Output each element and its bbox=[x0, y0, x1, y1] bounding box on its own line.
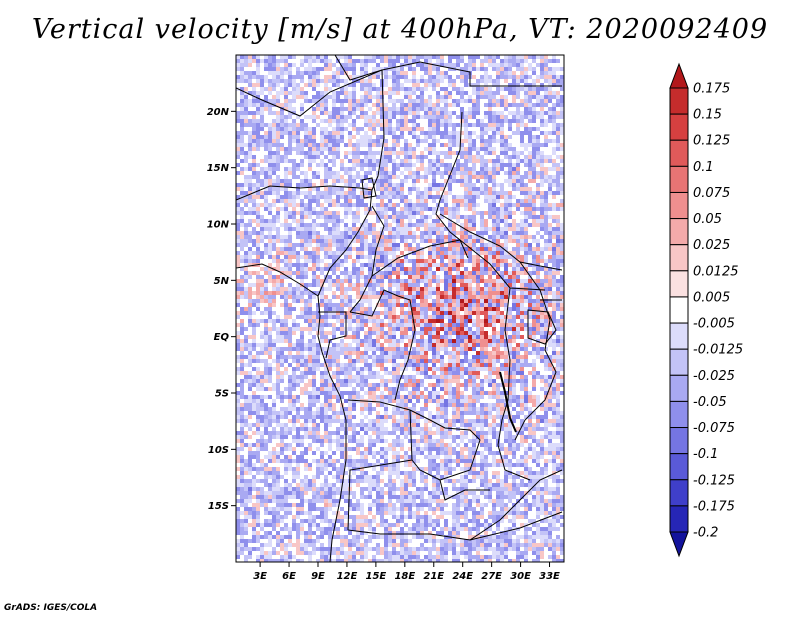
colorbar-segment bbox=[669, 400, 689, 429]
lon-label: 30E bbox=[510, 571, 531, 582]
colorbar-label: 0.15 bbox=[693, 108, 722, 123]
border-algeria-niger bbox=[236, 69, 383, 117]
colorbar-label: -0.05 bbox=[693, 395, 727, 410]
lake-tanganyika bbox=[499, 371, 517, 433]
border-niger-nigeria bbox=[236, 185, 373, 201]
lat-label: 15N bbox=[207, 163, 230, 174]
colorbar-segment bbox=[669, 165, 689, 193]
colorbar-label: -0.125 bbox=[693, 473, 735, 488]
lon-label: 6E bbox=[282, 571, 296, 582]
border-cameroon-car bbox=[349, 205, 385, 313]
border-chad-sudan bbox=[435, 111, 469, 259]
lat-label: 5S bbox=[215, 389, 229, 400]
colorbar-segment bbox=[669, 374, 689, 402]
lon-label: 33E bbox=[539, 571, 560, 582]
map-frame bbox=[235, 54, 565, 563]
colorbar-segment bbox=[669, 505, 689, 533]
colorbar-label: -0.025 bbox=[693, 369, 735, 384]
colorbar-label: -0.175 bbox=[693, 499, 735, 514]
lat-label: 5N bbox=[214, 276, 230, 287]
colorbar-label: 0.1 bbox=[693, 160, 714, 175]
colorbar-label: 0.005 bbox=[693, 290, 730, 305]
border-niger-chad bbox=[371, 69, 385, 191]
colorbar-segment bbox=[669, 113, 689, 141]
border-nigeria-cameroon bbox=[317, 189, 373, 297]
longitude-axis: 3E 6E 9E 12E 15E 18E 21E 24E 27E 30E 33E bbox=[253, 562, 560, 582]
colorbar-segment bbox=[669, 322, 689, 350]
border-drc-congo bbox=[349, 289, 416, 401]
lat-label: EQ bbox=[214, 332, 230, 343]
colorbar-top-arrow bbox=[669, 62, 689, 89]
lon-label: 21E bbox=[423, 571, 444, 582]
colorbar-bottom-arrow bbox=[669, 531, 689, 558]
lake-chad bbox=[361, 177, 377, 199]
grads-credit: GrADS: IGES/COLA bbox=[4, 603, 98, 613]
border-east-africa bbox=[514, 261, 562, 441]
colorbar-segment bbox=[669, 348, 689, 376]
coastline-west bbox=[236, 263, 347, 562]
lon-label: 24E bbox=[452, 571, 473, 582]
colorbar-label: 0.025 bbox=[693, 238, 730, 253]
plot-title: Vertical velocity [m/s] at 400hPa, VT: 2… bbox=[31, 14, 769, 45]
colorbar-segment bbox=[669, 427, 689, 455]
colorbar-segment bbox=[669, 479, 689, 507]
colorbar-label: 0.075 bbox=[693, 186, 730, 201]
colorbar-label: -0.005 bbox=[693, 317, 735, 332]
lon-label: 12E bbox=[337, 571, 358, 582]
velocity-field bbox=[236, 55, 564, 562]
lake-victoria bbox=[527, 309, 557, 345]
lat-label: 10S bbox=[208, 445, 229, 456]
border-drc-east bbox=[497, 287, 531, 481]
colorbar-segment bbox=[669, 191, 689, 220]
colorbar-segment bbox=[669, 244, 689, 272]
colorbar-label: -0.1 bbox=[693, 447, 718, 462]
colorbar-label: -0.2 bbox=[693, 526, 718, 541]
country-borders bbox=[236, 55, 563, 562]
border-angola-zambia bbox=[347, 409, 441, 531]
lon-label: 3E bbox=[253, 571, 267, 582]
colorbar-segment bbox=[669, 87, 689, 115]
lon-label: 15E bbox=[366, 571, 387, 582]
border-drc-angola bbox=[347, 399, 490, 501]
lat-label: 15S bbox=[208, 501, 229, 512]
colorbar: 0.175 0.15 0.125 0.1 0.075 0.05 0.025 0.0125 0.0… bbox=[669, 62, 743, 558]
lon-label: 18E bbox=[394, 571, 415, 582]
lat-label: 10N bbox=[207, 220, 230, 231]
colorbar-segment bbox=[669, 453, 689, 481]
border-sudan-south bbox=[439, 213, 563, 271]
border-zambia-zimbabwe bbox=[469, 469, 563, 541]
border-gabon bbox=[318, 311, 347, 359]
colorbar-segment bbox=[669, 296, 689, 324]
border-namibia bbox=[347, 511, 563, 541]
lat-label: 20N bbox=[207, 107, 230, 118]
colorbar-label: 0.05 bbox=[693, 212, 722, 227]
colorbar-label: 0.175 bbox=[693, 82, 730, 97]
colorbar-label: 0.125 bbox=[693, 134, 730, 149]
colorbar-segment bbox=[669, 139, 689, 167]
colorbar-label: 0.0125 bbox=[693, 264, 739, 279]
colorbar-segment bbox=[669, 270, 689, 298]
border-libya-egypt bbox=[334, 55, 562, 87]
colorbar-label: -0.075 bbox=[693, 421, 735, 436]
colorbar-segment bbox=[669, 218, 689, 246]
lon-label: 9E bbox=[311, 571, 325, 582]
colorbar-label: -0.0125 bbox=[693, 343, 743, 358]
latitude-axis: 20N 15N 10N 5N EQ 5S 10S 15S bbox=[207, 107, 236, 512]
lon-label: 27E bbox=[481, 571, 502, 582]
